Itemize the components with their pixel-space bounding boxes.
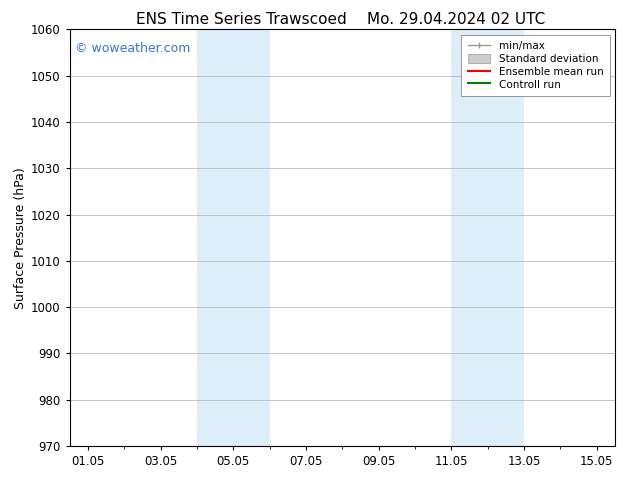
Text: ENS Time Series Trawscoed: ENS Time Series Trawscoed <box>136 12 346 27</box>
Text: Mo. 29.04.2024 02 UTC: Mo. 29.04.2024 02 UTC <box>367 12 546 27</box>
Bar <box>451 29 524 446</box>
Legend: min/max, Standard deviation, Ensemble mean run, Controll run: min/max, Standard deviation, Ensemble me… <box>462 35 610 96</box>
Text: © woweather.com: © woweather.com <box>75 42 191 55</box>
Y-axis label: Surface Pressure (hPa): Surface Pressure (hPa) <box>14 167 27 309</box>
Bar <box>197 29 269 446</box>
